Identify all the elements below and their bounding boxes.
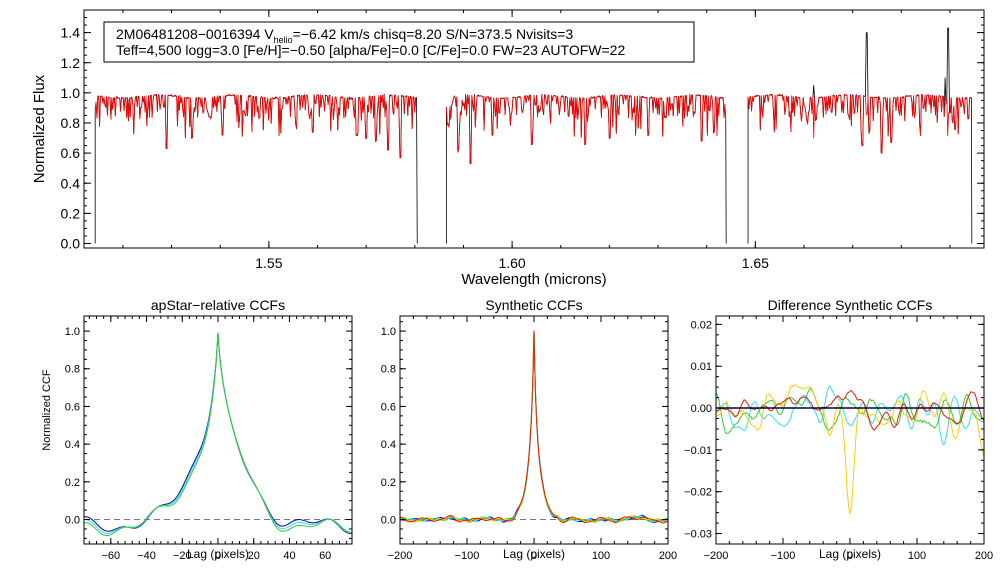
- info-box-frame: [103, 21, 695, 63]
- synthetic-ccf-y-tick-label: 1.0: [381, 326, 396, 338]
- observed-spectrum-line: [747, 27, 973, 244]
- apstar-ccf-x-tick-label: 0: [215, 550, 221, 562]
- spectrum-x-tick-label: 1.60: [498, 255, 525, 271]
- synthetic-ccf-x-tick-label: 0: [531, 550, 537, 562]
- spectrum-y-tick-label: 0.2: [61, 205, 81, 221]
- apstar-ccf-y-tick-label: 0.8: [65, 364, 80, 376]
- difference-ccf-visit-3: [716, 388, 984, 435]
- synthetic-ccf-panel: −200 −100 0 100 200 0.0 0.2 0.4 0.6 0.8 1.0 Synthe…: [381, 297, 677, 562]
- difference-ccf-y-tick-label: −0.02: [684, 487, 712, 499]
- difference-ccf-y-tick-label: 0.01: [691, 361, 712, 373]
- difference-ccf-visit-2: [716, 385, 984, 446]
- spectrum-y-tick-label: 1.2: [61, 55, 81, 71]
- spectrum-series-layer: [94, 27, 973, 244]
- synthetic-ccf-visit-3: [400, 330, 668, 523]
- difference-ccf-y-tick-label: 0.00: [691, 403, 712, 415]
- spectrum-panel: 1.55 1.60 1.65 0.0 0.2 0.4 0.6 0.8 1.0 1.2 1.4 2M0…: [31, 9, 985, 288]
- model-spectrum-line: [94, 94, 417, 159]
- synthetic-ccf-x-tick-label: 200: [659, 550, 677, 562]
- difference-curves: [716, 384, 984, 515]
- spectrum-y-tick-label: 0.8: [61, 115, 81, 131]
- apstar-ccf-visit-3: [84, 332, 352, 537]
- synthetic-curves: [400, 330, 668, 524]
- spectrum-plot-frame: [83, 9, 985, 249]
- difference-ccf-x-tick-label: 200: [975, 550, 993, 562]
- synthetic-ccf-y-tick-label: 0.8: [381, 364, 396, 376]
- apstar-ccf-x-tick-label: 60: [319, 550, 331, 562]
- difference-tick-layer: −200 −100 0 100 200 −0.03 −0.02 −0.01 0.00 0.01 0.…: [684, 316, 993, 562]
- info-line-1: 2M06481208−0016394 Vhelio=−6.42 km/s chi…: [116, 26, 573, 45]
- spectrum-y-axis-label: Normalized Flux: [31, 74, 48, 183]
- spectrum-x-tick-label: 1.65: [742, 255, 769, 271]
- apstar-plot-frame: [83, 315, 353, 545]
- synthetic-x-axis-label: Lag (pixels): [503, 547, 565, 561]
- difference-ccf-y-tick-label: 0.02: [691, 319, 712, 331]
- spectrum-y-tick-label: 1.0: [61, 85, 81, 101]
- observed-spectrum-line: [94, 93, 418, 244]
- spectrum-tick-layer: 1.55 1.60 1.65 0.0 0.2 0.4 0.6 0.8 1.0 1.2 1.4: [61, 10, 984, 271]
- apstar-ccf-x-tick-label: −40: [137, 550, 156, 562]
- spectrum-y-tick-label: 0.6: [61, 145, 81, 161]
- apstar-ccf-y-tick-label: 0.4: [65, 439, 80, 451]
- synthetic-ccf-x-tick-label: −100: [455, 550, 480, 562]
- synthetic-ccf-visit-2: [400, 330, 668, 523]
- difference-ccf-y-tick-label: −0.01: [684, 445, 712, 457]
- synthetic-ccf-y-tick-label: 0.0: [381, 514, 396, 526]
- apstar-ccf-y-tick-label: 0.6: [65, 401, 80, 413]
- apstar-ccf-y-tick-label: 1.0: [65, 326, 80, 338]
- apstar-ccf-visit-2: [84, 332, 352, 534]
- synthetic-ccf-y-tick-label: 0.6: [381, 401, 396, 413]
- synthetic-ccf-x-tick-label: 100: [592, 550, 610, 562]
- model-spectrum-line: [747, 94, 972, 154]
- synthetic-ccf-y-tick-label: 0.2: [381, 477, 396, 489]
- model-spectrum-group: [94, 94, 972, 165]
- apstar-ccf-y-tick-label: 0.2: [65, 477, 80, 489]
- difference-ccf-x-tick-label: −200: [704, 550, 729, 562]
- apstar-ccf-y-tick-label: 0.0: [65, 514, 80, 526]
- spectrum-y-tick-label: 0.4: [61, 175, 81, 191]
- info-box: 2M06481208−0016394 Vhelio=−6.42 km/s chi…: [103, 21, 695, 63]
- synthetic-ccf-visit-5: [400, 330, 668, 524]
- synthetic-ccf-title: Synthetic CCFs: [485, 297, 582, 313]
- apstar-ccf-title: apStar−relative CCFs: [151, 297, 285, 313]
- apstar-y-axis-label: Normalized CCF: [41, 369, 53, 451]
- apstar-x-axis-label: Lag (pixels): [187, 547, 249, 561]
- synthetic-ccf-y-tick-label: 0.4: [381, 439, 396, 451]
- difference-series-layer: [716, 384, 984, 515]
- apstar-ccf-x-tick-label: 20: [248, 550, 260, 562]
- synthetic-ccf-x-tick-label: −200: [388, 550, 413, 562]
- apstar-curves: [84, 332, 352, 537]
- spectrum-y-tick-label: 0.0: [61, 236, 81, 252]
- spectrum-x-axis-label: Wavelength (microns): [461, 271, 606, 288]
- difference-ccf-x-tick-label: 100: [908, 550, 926, 562]
- difference-ccf-panel: −200 −100 0 100 200 −0.03 −0.02 −0.01 0.00 0.01 0.…: [684, 297, 993, 562]
- apstar-series-layer: [84, 332, 352, 537]
- difference-ccf-visit-4: [716, 384, 984, 515]
- difference-ccf-y-tick-label: −0.03: [684, 529, 712, 541]
- difference-ccf-x-tick-label: −100: [771, 550, 796, 562]
- difference-ccf-x-tick-label: 0: [847, 550, 853, 562]
- spectrum-y-tick-label: 1.4: [61, 25, 81, 41]
- synthetic-ccf-visit-1: [400, 330, 668, 524]
- difference-ccf-title: Difference Synthetic CCFs: [768, 297, 933, 313]
- info-line-2: Teff=4,500 logg=3.0 [Fe/H]=−0.50 [alpha/…: [116, 42, 625, 58]
- model-spectrum-line: [446, 94, 727, 165]
- apstar-ccf-x-tick-label: −20: [173, 550, 192, 562]
- synthetic-tick-layer: −200 −100 0 100 200 0.0 0.2 0.4 0.6 0.8 1.0: [381, 316, 677, 562]
- apstar-tick-layer: −60 −40 −20 0 20 40 60 0.0 0.2 0.4 0.6 0.8 1.0: [65, 316, 352, 562]
- apstar-ccf-panel: −60 −40 −20 0 20 40 60 0.0 0.2 0.4 0.6 0.8 1.0 apSta…: [41, 297, 353, 562]
- difference-ccf-visit-5: [716, 389, 984, 431]
- apstar-ccf-x-tick-label: 40: [283, 550, 295, 562]
- difference-x-axis-label: Lag (pixels): [819, 547, 881, 561]
- apstar-ccf-x-tick-label: −60: [101, 550, 120, 562]
- synthetic-series-layer: [400, 330, 668, 524]
- synthetic-ccf-visit-4: [400, 330, 668, 524]
- spectrum-x-tick-label: 1.55: [255, 255, 282, 271]
- apstar-ccf-visit-1: [84, 332, 352, 535]
